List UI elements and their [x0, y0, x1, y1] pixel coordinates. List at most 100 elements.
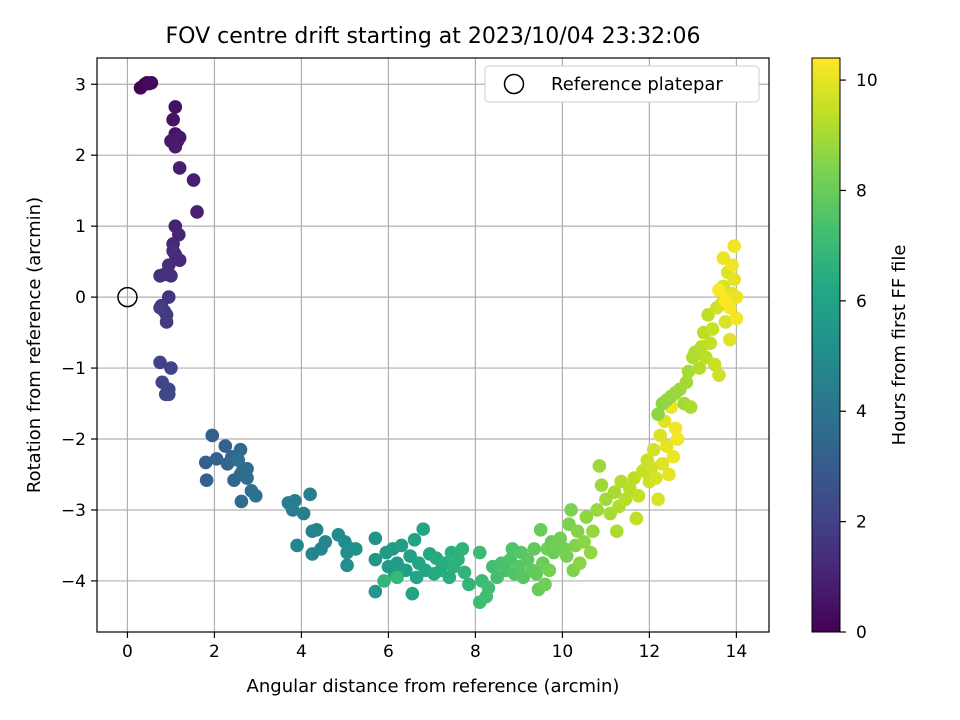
data-point [529, 567, 544, 581]
data-point [644, 460, 659, 475]
data-point [520, 552, 535, 567]
colorbar-tick-label: 0 [856, 623, 867, 643]
data-point [712, 368, 726, 382]
legend-box [484, 65, 760, 103]
data-point [670, 432, 685, 446]
data-point [209, 452, 224, 466]
data-point [472, 545, 487, 560]
data-point [234, 494, 249, 509]
data-point [290, 538, 304, 553]
data-point [727, 239, 742, 253]
data-point [653, 428, 668, 443]
data-point [681, 364, 696, 379]
data-point [416, 522, 431, 536]
data-point [533, 523, 548, 537]
data-point [166, 244, 180, 258]
x-tick-label: 10 [552, 642, 574, 662]
data-point [583, 545, 598, 560]
data-point [618, 492, 633, 507]
chart-title: FOV centre drift starting at 2023/10/04 … [166, 24, 701, 49]
x-axis-ticks: 0 2 4 6 8 10 12 14 [122, 632, 747, 662]
data-point [285, 503, 300, 517]
data-point [651, 407, 665, 421]
data-point [542, 563, 557, 578]
data-point [166, 112, 180, 127]
legend-marker-icon [503, 73, 525, 95]
data-point [712, 283, 726, 297]
data-point [142, 76, 156, 91]
data-point [666, 449, 681, 464]
data-point [368, 584, 383, 599]
reference-marker [117, 286, 138, 308]
colorbar: 0 2 4 6 8 10 Hours from first FF file [811, 57, 910, 643]
legend-label: Reference platepar [551, 74, 723, 95]
data-point [570, 524, 585, 539]
data-point [723, 332, 737, 347]
data-point [390, 570, 404, 585]
data-point [153, 269, 167, 283]
y-tick-label: 3 [75, 75, 86, 95]
data-point [462, 577, 476, 592]
data-point [205, 428, 220, 443]
x-axis-label: Angular distance from reference (arcmin) [247, 676, 620, 697]
data-point [705, 322, 720, 336]
data-point [198, 455, 213, 470]
data-point [668, 421, 683, 436]
data-point [631, 488, 646, 503]
x-tick-label: 0 [122, 642, 133, 662]
data-points [133, 76, 744, 610]
colorbar-tick-label: 8 [856, 181, 867, 201]
data-point [190, 205, 204, 219]
data-point [303, 487, 317, 502]
y-tick-label: −3 [61, 501, 86, 521]
data-point [577, 535, 591, 549]
colorbar-label: Hours from first FF file [889, 245, 910, 446]
colorbar-tick-label: 2 [856, 513, 867, 533]
data-point [707, 357, 722, 372]
data-point [153, 300, 167, 315]
data-point [455, 542, 470, 556]
data-point [649, 471, 663, 485]
data-point [564, 503, 578, 517]
y-tick-label: −1 [61, 359, 86, 379]
x-tick-label: 8 [470, 642, 481, 662]
data-point [538, 577, 552, 592]
data-point [309, 523, 324, 537]
data-point [579, 510, 594, 524]
data-point [199, 473, 214, 487]
data-point [692, 361, 707, 375]
data-point [651, 492, 665, 507]
data-point [594, 478, 609, 492]
y-tick-label: −2 [61, 430, 86, 450]
data-point [527, 542, 541, 556]
data-point [592, 459, 607, 473]
plot-frame [96, 57, 770, 633]
data-point [451, 552, 465, 567]
data-point [683, 400, 698, 414]
data-point [609, 524, 624, 539]
data-point [607, 485, 622, 500]
data-point [572, 556, 587, 570]
data-point [629, 511, 644, 526]
colorbar-ticks: 0 2 4 6 8 10 [840, 71, 878, 643]
data-point [159, 315, 174, 329]
data-point [407, 532, 422, 547]
y-axis-ticks: −4 −3 −2 −1 0 1 2 3 [61, 75, 97, 592]
data-point [168, 100, 183, 114]
data-point [655, 457, 670, 471]
data-point [586, 524, 600, 539]
data-point [729, 290, 744, 304]
reference-platepar-marker [117, 286, 138, 308]
data-point [703, 336, 718, 351]
data-point [679, 375, 694, 390]
y-tick-label: 2 [75, 146, 86, 166]
x-tick-label: 4 [296, 642, 307, 662]
colorbar-tick-label: 6 [856, 292, 867, 312]
data-point [340, 558, 354, 573]
data-point [368, 552, 383, 567]
data-point [164, 361, 178, 375]
data-point [442, 570, 457, 585]
data-point [405, 586, 420, 601]
x-tick-label: 12 [639, 642, 661, 662]
data-point [457, 565, 472, 580]
